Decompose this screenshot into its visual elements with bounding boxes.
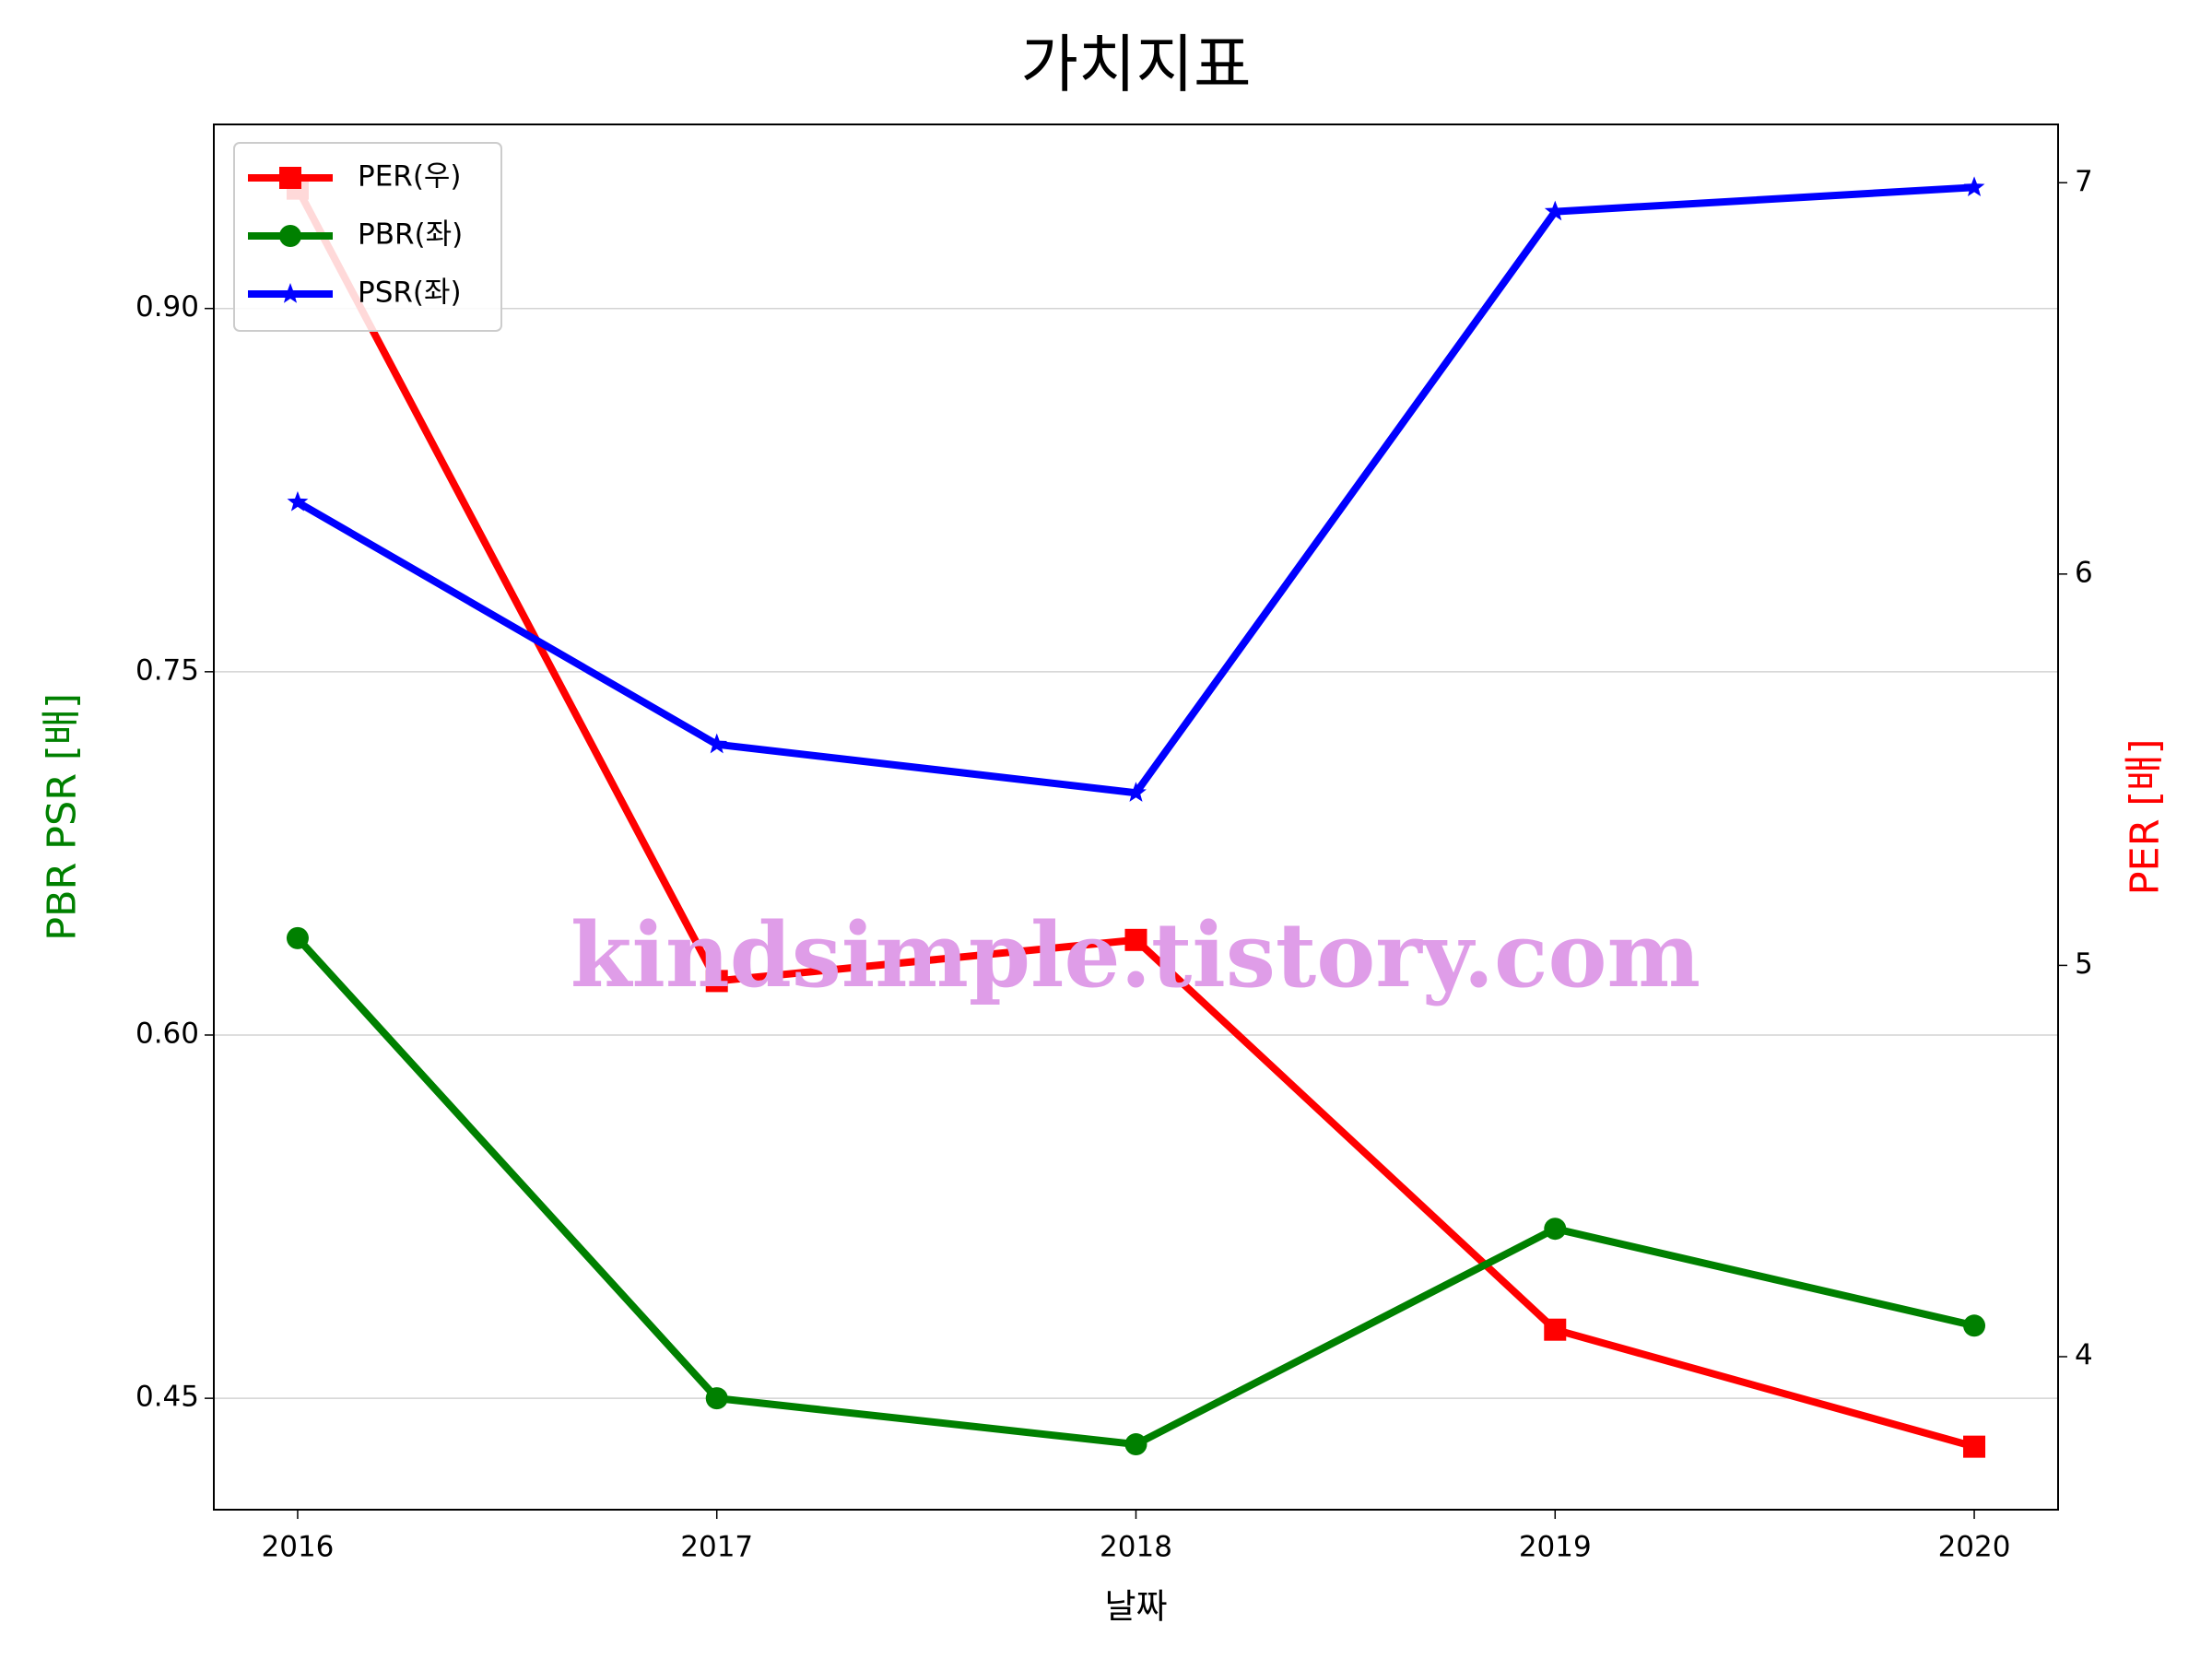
marker <box>279 167 301 189</box>
y2-tick-label: 7 <box>2075 165 2093 198</box>
x-tick-label: 2017 <box>680 1531 753 1564</box>
marker <box>1544 1318 1567 1341</box>
marker <box>279 225 301 247</box>
plot-frame <box>213 124 2059 1511</box>
marker <box>1124 928 1147 951</box>
marker <box>1544 1218 1567 1241</box>
x-axis-label: 날짜 <box>1104 1587 1167 1627</box>
x-tick-label: 2016 <box>262 1531 335 1564</box>
marker <box>1124 1433 1147 1456</box>
marker <box>279 283 301 303</box>
y-tick-label: 0.75 <box>135 653 199 687</box>
marker <box>286 926 309 949</box>
y-tick-label: 0.60 <box>135 1017 199 1050</box>
legend-label: PER(우) <box>358 160 462 194</box>
legend-box <box>233 142 502 332</box>
marker <box>1963 1435 1986 1458</box>
marker <box>1125 782 1147 802</box>
watermark: kindsimple.tistory.com <box>571 903 1700 1007</box>
marker <box>1544 200 1566 221</box>
legend-label: PBR(좌) <box>358 218 463 252</box>
legend-label: PSR(좌) <box>358 276 462 310</box>
y-tick-label: 0.90 <box>135 290 199 324</box>
y-tick-label: 0.45 <box>135 1381 199 1414</box>
chart-title: 가치지표 <box>1020 29 1251 102</box>
y-axis-label: PBR PSR [배] <box>40 693 86 941</box>
y2-axis-label: PER [배] <box>2123 739 2169 896</box>
marker <box>705 970 728 993</box>
marker <box>287 490 309 512</box>
marker <box>1963 1314 1986 1337</box>
y2-tick-label: 5 <box>2075 947 2093 981</box>
x-tick-label: 2018 <box>1100 1531 1172 1564</box>
x-tick-label: 2019 <box>1519 1531 1592 1564</box>
y2-tick-label: 4 <box>2075 1338 2093 1371</box>
x-tick-label: 2020 <box>1938 1531 2011 1564</box>
marker <box>1963 176 1985 197</box>
marker <box>706 733 728 754</box>
y2-tick-label: 6 <box>2075 556 2093 589</box>
marker <box>705 1387 728 1410</box>
